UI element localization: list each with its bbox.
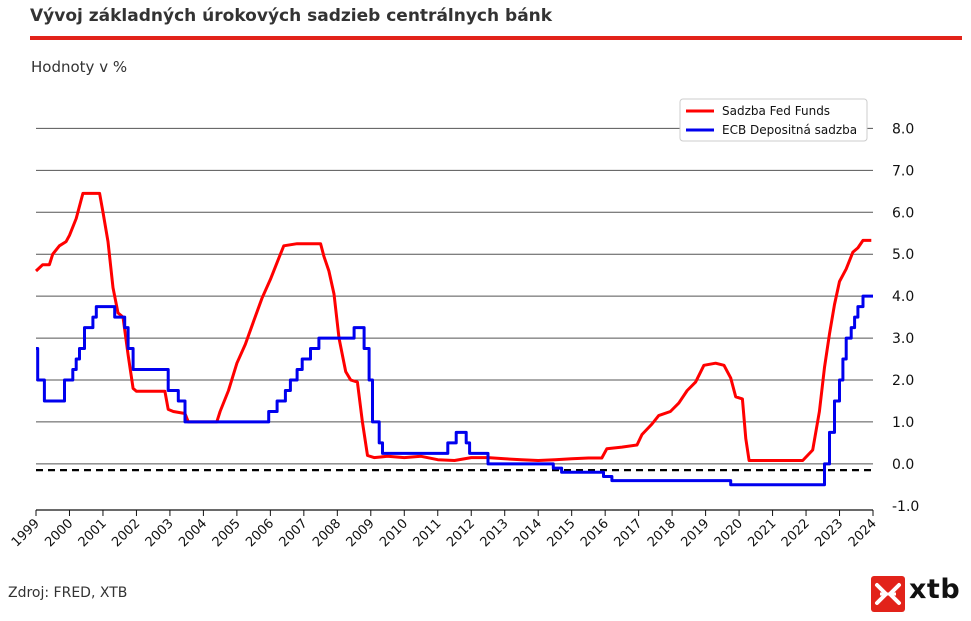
xtb-logo: xtb	[871, 574, 963, 612]
chart-title: Vývoj základných úrokových sadzieb centr…	[30, 6, 553, 26]
x-tick-label: 2020	[712, 516, 746, 550]
y-tick-label: 8.0	[892, 121, 914, 137]
x-tick-label: 2019	[678, 516, 712, 550]
y-tick-label: 4.0	[892, 289, 914, 305]
x-tick-label: 2005	[210, 516, 244, 550]
legend-label: ECB Depositná sadzba	[722, 123, 857, 137]
series-line-ecb	[36, 294, 873, 487]
x-tick-label: 2014	[511, 516, 545, 550]
xtb-x-icon	[871, 576, 905, 612]
x-tick-label: 2024	[846, 516, 880, 550]
x-tick-label: 2012	[444, 516, 478, 550]
x-tick-label: 2008	[310, 516, 344, 550]
x-tick-label: 2010	[377, 516, 411, 550]
x-tick-label: 2001	[76, 516, 110, 550]
legend-box	[679, 98, 868, 142]
x-tick-label: 2006	[243, 516, 277, 550]
x-tick-label: 2003	[143, 516, 177, 550]
x-tick-label: 2015	[545, 516, 579, 550]
x-tick-label: 2002	[109, 516, 143, 550]
y-tick-label: 5.0	[892, 247, 914, 263]
x-tick-label: 2013	[478, 516, 512, 550]
title-underline	[30, 36, 962, 40]
y-tick-label: 2.0	[892, 373, 914, 389]
x-tick-label: 1999	[9, 516, 43, 550]
x-tick-label: 2011	[411, 516, 445, 550]
x-tick-label: 2018	[645, 516, 679, 550]
y-tick-label: 6.0	[892, 205, 914, 221]
y-tick-label: -1.0	[892, 499, 919, 515]
y-tick-label: 0.0	[892, 457, 914, 473]
source-note: Zdroj: FRED, XTB	[8, 585, 128, 601]
series-line-fed	[34, 191, 872, 462]
y-tick-label: 3.0	[892, 331, 914, 347]
y-tick-label: 1.0	[892, 415, 914, 431]
x-tick-label: 2021	[745, 516, 779, 550]
x-tick-label: 2016	[578, 516, 612, 550]
x-tick-label: 2009	[344, 516, 378, 550]
legend-label: Sadzba Fed Funds	[722, 104, 830, 118]
x-tick-label: 2017	[611, 516, 645, 550]
x-tick-label: 2022	[779, 516, 813, 550]
units-label: Hodnoty v %	[31, 58, 128, 76]
y-tick-label: 7.0	[892, 163, 914, 179]
x-tick-label: 2007	[277, 516, 311, 550]
x-tick-label: 2004	[176, 516, 210, 550]
x-tick-label: 2023	[812, 516, 846, 550]
x-tick-label: 2000	[42, 516, 76, 550]
logo-text: xtb	[909, 574, 961, 605]
